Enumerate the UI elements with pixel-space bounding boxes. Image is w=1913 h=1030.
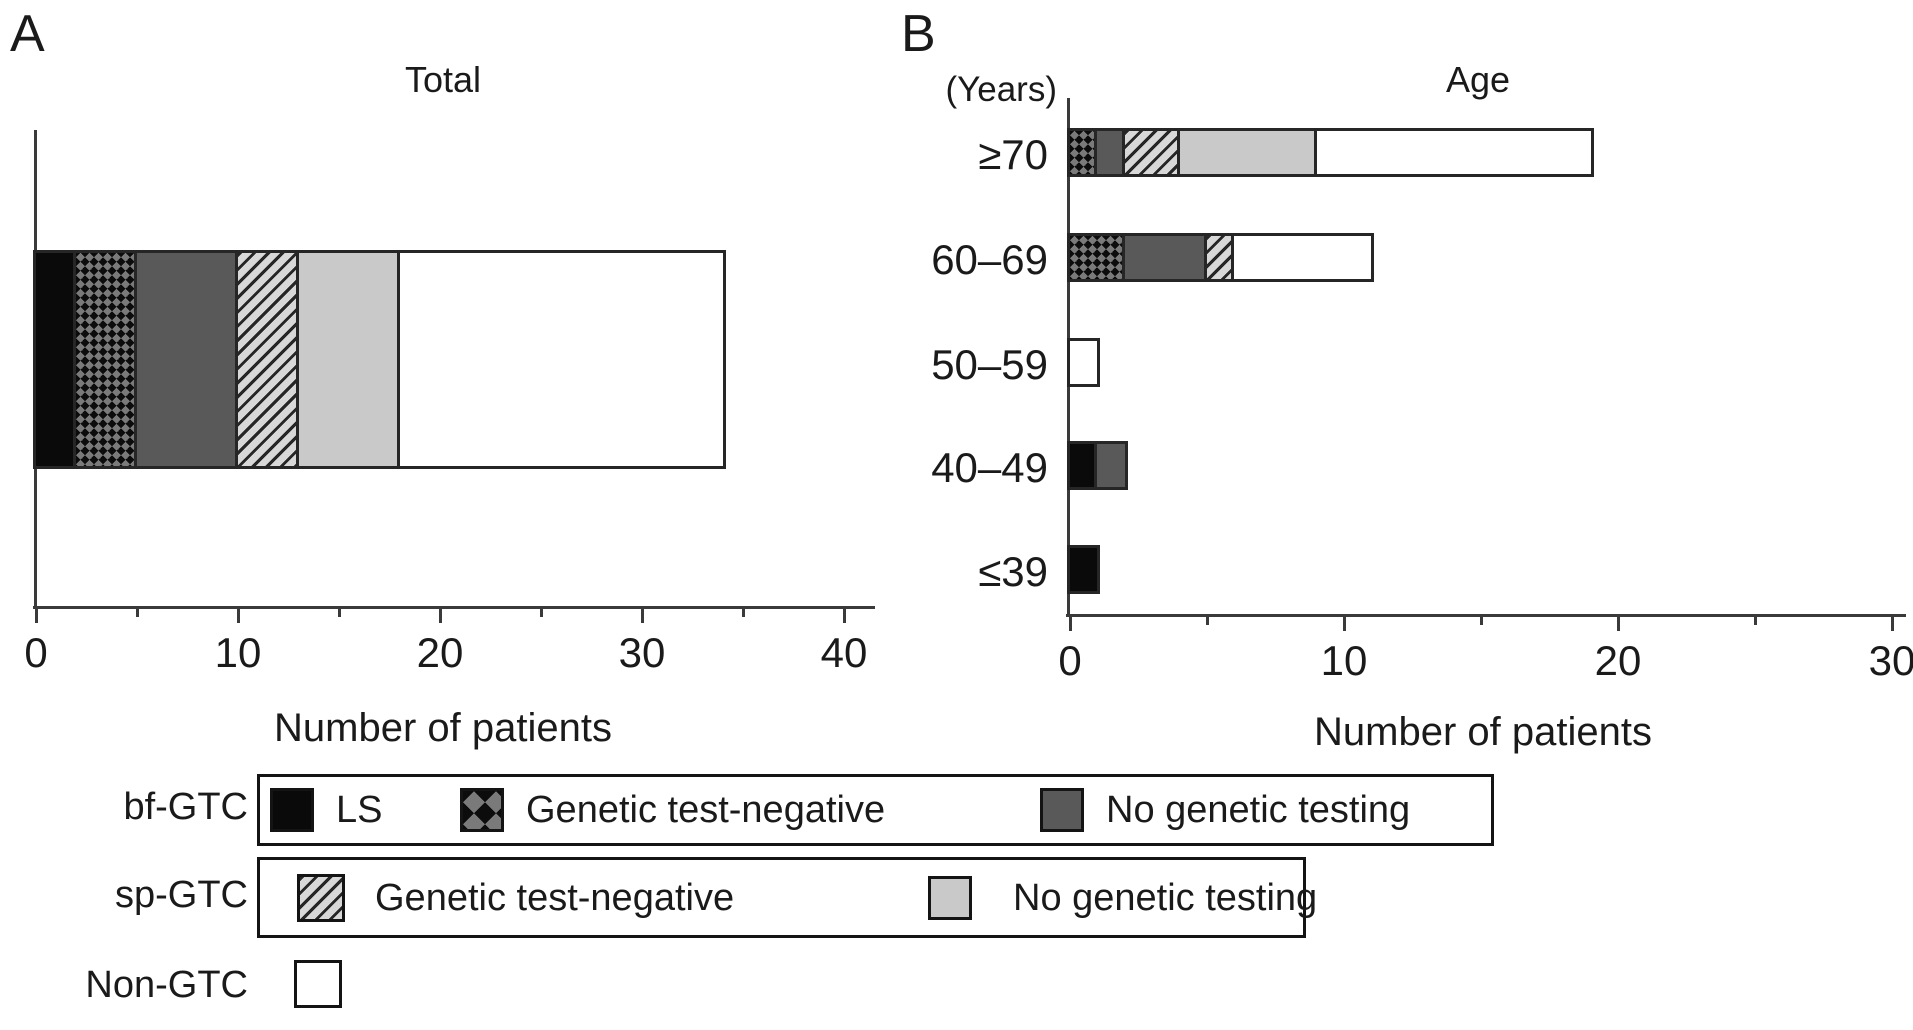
legend-swatch-sp-no-testing: [928, 875, 972, 920]
panel-b-years-label: (Years): [945, 70, 1057, 109]
x-axis-major-tick: [438, 606, 442, 623]
stacked-bar-≥70: [1067, 128, 1594, 177]
bar-segment-white: [1316, 131, 1591, 174]
bar-segment-hatch: [1124, 131, 1180, 174]
stacked-bar-60–69: [1067, 233, 1375, 282]
legend-swatch-non-gtc: [294, 960, 342, 1008]
x-axis-major-tick: [34, 606, 38, 623]
bar-segment-check: [76, 253, 137, 466]
x-tick-label: 10: [214, 629, 262, 676]
x-axis-minor-tick: [1753, 614, 1757, 625]
bar-segment-hatch: [1207, 236, 1235, 279]
bar-segment-darkgray: [1124, 236, 1207, 279]
legend-swatch-sp-test-negative: [297, 873, 345, 922]
panel-b-letter: B: [901, 5, 936, 63]
category-label-50–59: 50–59: [931, 340, 1048, 388]
x-axis-minor-tick: [337, 606, 341, 617]
x-axis-major-tick: [236, 606, 240, 623]
x-axis-major-tick: [842, 606, 846, 623]
x-tick-label: 0: [1058, 637, 1082, 684]
x-tick-label: 40: [820, 629, 868, 676]
x-axis-major-tick: [1616, 614, 1620, 631]
bar-segment-darkgray: [1097, 444, 1125, 487]
x-tick-label: 30: [618, 629, 666, 676]
panel-b-title: Age: [1445, 59, 1511, 100]
bar-segment-lightgray: [298, 253, 400, 466]
stacked-bar-≤39: [1067, 545, 1101, 594]
x-axis-major-tick: [1068, 614, 1072, 631]
legend-label-bf-test-negative: Genetic test-negative: [526, 789, 886, 831]
category-label-≥70: ≥70: [978, 130, 1048, 178]
stacked-bar-40–49: [1067, 441, 1128, 490]
stacked-bar-50–59: [1067, 338, 1101, 387]
bar-segment-white: [1070, 341, 1098, 384]
panel-a-title: Total: [404, 59, 482, 100]
panel-b-x-axis: [1066, 614, 1906, 617]
legend-swatch-bf-no-testing: [1040, 788, 1084, 832]
x-axis-minor-tick: [1479, 614, 1483, 625]
bar-segment-black: [36, 253, 77, 466]
bar-segment-white: [1234, 236, 1372, 279]
legend-group-sp-gtc: sp-GTC: [115, 874, 248, 916]
panel-a-letter: A: [10, 5, 45, 63]
legend-label-sp-test-negative: Genetic test-negative: [375, 876, 735, 919]
x-tick-label: 20: [416, 629, 464, 676]
x-axis-major-tick: [640, 606, 644, 623]
bar-segment-hatch: [238, 253, 299, 466]
panel-a-x-axis: [33, 606, 875, 609]
x-axis-minor-tick: [539, 606, 543, 617]
x-tick-label: 20: [1594, 637, 1642, 684]
bar-segment-darkgray: [137, 253, 238, 466]
x-axis-minor-tick: [135, 606, 139, 617]
x-axis-major-tick: [1890, 614, 1894, 631]
panel-b-x-axis-label: Number of patients: [1314, 710, 1652, 754]
legend-label-ls: LS: [336, 789, 383, 831]
bar-segment-black: [1070, 444, 1098, 487]
x-axis-major-tick: [1342, 614, 1346, 631]
bar-segment-white: [399, 253, 723, 466]
legend-swatch-ls: [270, 788, 314, 832]
category-label-60–69: 60–69: [931, 235, 1048, 283]
x-axis-minor-tick: [1205, 614, 1209, 625]
legend-group-non-gtc: Non-GTC: [85, 964, 248, 1006]
category-label-40–49: 40–49: [931, 443, 1048, 491]
legend-swatch-bf-test-negative: [460, 788, 504, 832]
x-axis-minor-tick: [741, 606, 745, 617]
bar-segment-check: [1070, 131, 1098, 174]
category-label-≤39: ≤39: [978, 547, 1048, 595]
bar-segment-darkgray: [1097, 131, 1125, 174]
legend-box-sp-gtc: Genetic test-negative No genetic testing: [257, 857, 1317, 938]
x-tick-label: 30: [1868, 637, 1913, 684]
bar-segment-lightgray: [1179, 131, 1317, 174]
panel-a-x-axis-label: Number of patients: [274, 706, 612, 750]
stacked-bar-Total: [33, 250, 726, 469]
x-tick-label: 0: [24, 629, 48, 676]
bar-segment-black: [1070, 548, 1098, 591]
legend-group-bf-gtc: bf-GTC: [123, 786, 248, 828]
legend-box-bf-gtc: LS Genetic test-negative No genetic test…: [257, 774, 1494, 846]
bar-segment-check: [1070, 236, 1125, 279]
legend-label-bf-no-testing: No genetic testing: [1106, 789, 1411, 831]
legend-label-sp-no-testing: No genetic testing: [1013, 876, 1318, 919]
x-tick-label: 10: [1320, 637, 1368, 684]
